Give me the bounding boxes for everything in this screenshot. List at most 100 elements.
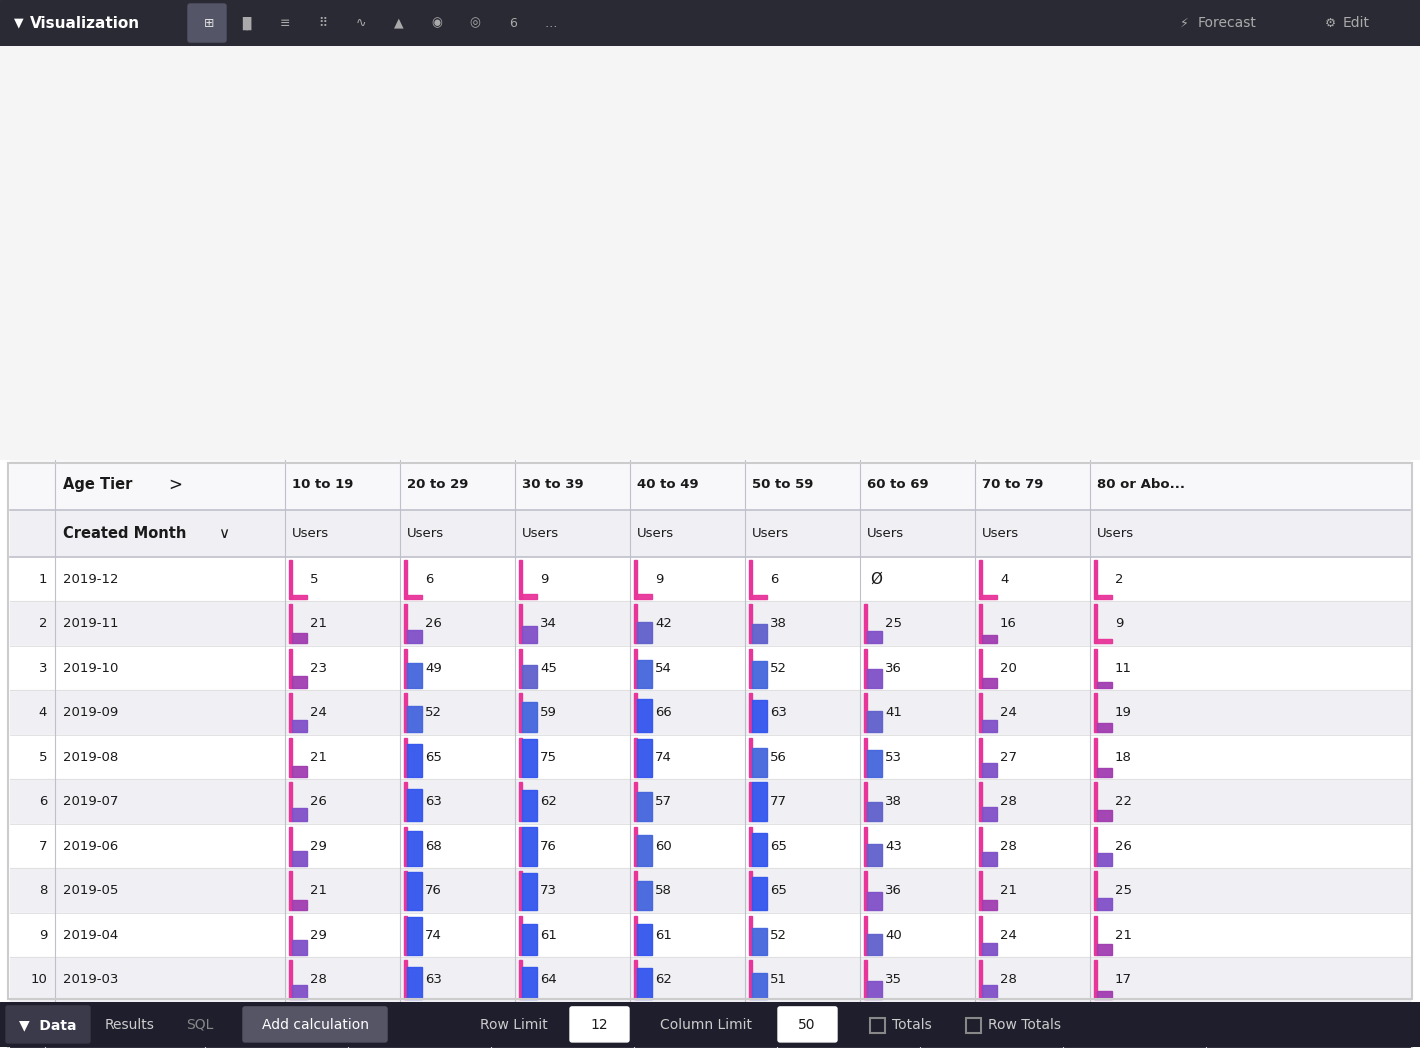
Text: 5: 5 — [310, 572, 318, 586]
Text: >: > — [168, 476, 182, 494]
Text: 2019-05: 2019-05 — [62, 885, 118, 897]
Bar — [1093, 782, 1098, 822]
Bar — [868, 802, 882, 822]
Bar — [870, 1018, 885, 1033]
Text: 25: 25 — [1115, 885, 1132, 897]
Bar — [966, 1018, 981, 1033]
Text: ≡: ≡ — [280, 17, 290, 29]
Bar — [748, 827, 753, 866]
Text: Visualization: Visualization — [30, 16, 141, 30]
Text: 66: 66 — [655, 706, 672, 719]
Text: SQL: SQL — [186, 1018, 213, 1032]
Bar — [10, 646, 1410, 691]
Text: 62: 62 — [655, 974, 672, 986]
Text: Users: Users — [753, 527, 790, 540]
Text: 21: 21 — [310, 617, 327, 630]
Bar — [523, 966, 537, 1000]
Text: ∨: ∨ — [219, 526, 229, 541]
Bar — [633, 693, 638, 733]
Text: Users: Users — [523, 527, 559, 540]
Bar — [523, 664, 537, 687]
Text: 57: 57 — [655, 795, 672, 808]
Text: 40 to 49: 40 to 49 — [638, 479, 699, 492]
Bar — [1098, 723, 1112, 733]
Text: 52: 52 — [770, 929, 787, 942]
Text: ⠿: ⠿ — [318, 17, 328, 29]
Bar — [523, 594, 537, 598]
Bar — [290, 604, 293, 643]
Bar — [518, 871, 523, 911]
Text: 21: 21 — [310, 885, 327, 897]
Text: Users: Users — [408, 527, 444, 540]
Text: 76: 76 — [425, 885, 442, 897]
Bar — [290, 738, 293, 777]
Bar — [1098, 810, 1112, 822]
Bar — [863, 738, 868, 777]
Text: Totals: Totals — [892, 1018, 932, 1032]
Text: ⚡: ⚡ — [1180, 17, 1189, 29]
Text: 8: 8 — [38, 885, 47, 897]
Text: 6: 6 — [425, 572, 433, 586]
Bar — [405, 827, 408, 866]
Bar — [978, 560, 983, 598]
Bar — [290, 782, 293, 822]
Text: 16: 16 — [1000, 617, 1017, 630]
Bar — [863, 649, 868, 687]
Bar — [290, 916, 293, 955]
Text: 51: 51 — [770, 974, 787, 986]
Bar — [983, 899, 997, 911]
Text: 2019-09: 2019-09 — [62, 706, 118, 719]
FancyBboxPatch shape — [6, 1006, 89, 1043]
Bar — [408, 831, 422, 866]
Bar — [868, 631, 882, 643]
Bar — [748, 960, 753, 1000]
Bar — [293, 766, 307, 777]
Text: 28: 28 — [1000, 795, 1017, 808]
Text: 63: 63 — [425, 974, 442, 986]
Bar — [405, 782, 408, 822]
Text: 65: 65 — [770, 885, 787, 897]
Text: 74: 74 — [655, 750, 672, 764]
Text: 53: 53 — [885, 750, 902, 764]
Bar — [293, 808, 307, 822]
Bar — [638, 967, 652, 1000]
Text: 2: 2 — [38, 617, 47, 630]
Text: 34: 34 — [540, 617, 557, 630]
Text: ▼: ▼ — [14, 17, 24, 29]
Bar — [10, 869, 1410, 913]
Bar — [293, 633, 307, 643]
Text: 26: 26 — [310, 795, 327, 808]
Text: 2019-10: 2019-10 — [62, 661, 118, 675]
Bar — [290, 871, 293, 911]
Text: 68: 68 — [425, 839, 442, 853]
Text: 36: 36 — [885, 661, 902, 675]
Text: 23: 23 — [310, 661, 327, 675]
Bar — [1093, 960, 1098, 1000]
Text: 12: 12 — [591, 1018, 608, 1032]
Text: 26: 26 — [1115, 839, 1132, 853]
Bar — [863, 960, 868, 1000]
Bar — [523, 827, 537, 866]
Bar — [748, 916, 753, 955]
Text: 61: 61 — [655, 929, 672, 942]
Text: Users: Users — [983, 527, 1020, 540]
Bar — [1098, 897, 1112, 911]
Text: …: … — [545, 17, 557, 29]
Bar — [408, 744, 422, 777]
Bar — [405, 960, 408, 1000]
Text: Results: Results — [105, 1018, 155, 1032]
Text: 70 to 79: 70 to 79 — [983, 479, 1044, 492]
Bar — [983, 635, 997, 643]
Text: 1: 1 — [38, 572, 47, 586]
Bar — [753, 700, 767, 733]
Bar — [748, 782, 753, 822]
Bar — [10, 780, 1410, 824]
Bar — [405, 560, 408, 598]
Text: 2019-06: 2019-06 — [62, 839, 118, 853]
Text: 56: 56 — [770, 750, 787, 764]
Text: 73: 73 — [540, 885, 557, 897]
Bar — [753, 748, 767, 777]
Bar — [1098, 944, 1112, 955]
Bar — [408, 705, 422, 733]
Bar — [748, 693, 753, 733]
